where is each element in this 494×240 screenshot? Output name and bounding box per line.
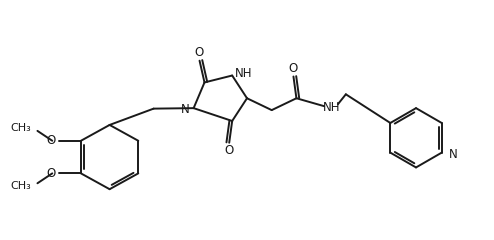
Text: O: O	[194, 46, 203, 59]
Text: N: N	[449, 148, 457, 161]
Text: O: O	[46, 167, 55, 180]
Text: O: O	[46, 134, 55, 147]
Text: CH₃: CH₃	[11, 123, 32, 133]
Text: O: O	[289, 62, 298, 75]
Text: CH₃: CH₃	[11, 181, 32, 191]
Text: O: O	[225, 144, 234, 157]
Text: N: N	[181, 103, 190, 116]
Text: NH: NH	[323, 101, 341, 114]
Text: NH: NH	[235, 67, 253, 80]
